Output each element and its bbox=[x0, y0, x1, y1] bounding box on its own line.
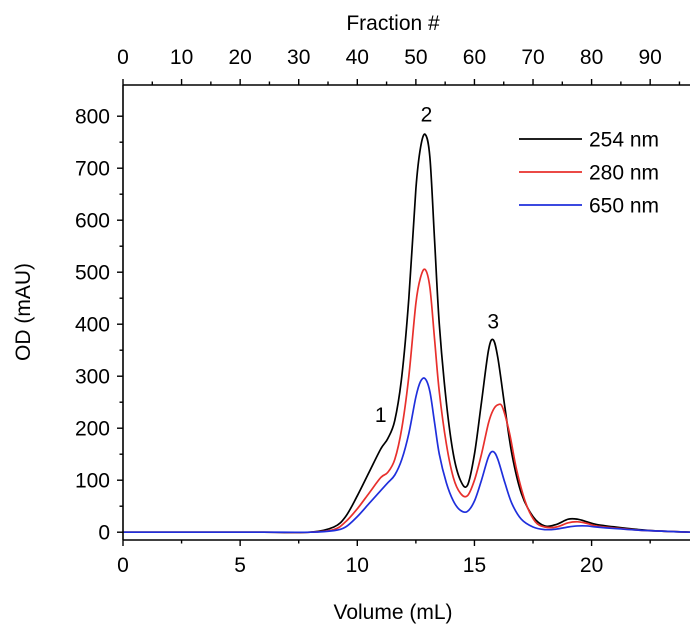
legend-label: 650 nm bbox=[589, 195, 659, 218]
x-tick-label: 5 bbox=[234, 554, 246, 577]
x-tick-label: 10 bbox=[346, 554, 369, 577]
x-tick-label: 0 bbox=[117, 554, 129, 577]
series-line-280-nm bbox=[123, 268, 691, 534]
legend-label: 280 nm bbox=[589, 162, 659, 185]
legend-label: 254 nm bbox=[589, 129, 659, 152]
top-tick-label: 90 bbox=[638, 46, 661, 69]
top-tick-label: 50 bbox=[404, 46, 427, 69]
x-tick-label: 20 bbox=[580, 554, 603, 577]
peak-label: 2 bbox=[421, 103, 433, 126]
peak-label: 3 bbox=[487, 310, 499, 333]
x-axis-title: Volume (mL) bbox=[333, 601, 452, 624]
y-tick-label: 800 bbox=[75, 106, 110, 129]
top-axis-title: Fraction # bbox=[346, 12, 440, 35]
y-axis-ticks: 0 100 200 300 400 500 600 700 800 bbox=[75, 106, 123, 545]
y-tick-label: 200 bbox=[75, 418, 110, 441]
top-tick-label: 70 bbox=[521, 46, 544, 69]
top-tick-label: 30 bbox=[287, 46, 310, 69]
top-tick-label: 0 bbox=[117, 46, 129, 69]
y-tick-label: 700 bbox=[75, 158, 110, 181]
peak-annotations: 1 2 3 bbox=[375, 103, 499, 427]
y-tick-label: 0 bbox=[98, 522, 110, 545]
series-line-650-nm bbox=[123, 377, 691, 534]
top-tick-label: 60 bbox=[463, 46, 486, 69]
legend: 254 nm 280 nm 650 nm bbox=[519, 129, 659, 218]
top-tick-label: 10 bbox=[170, 46, 193, 69]
top-tick-label: 20 bbox=[228, 46, 251, 69]
y-axis-title: OD (mAU) bbox=[12, 263, 35, 361]
y-tick-label: 100 bbox=[75, 470, 110, 493]
x-axis-ticks: 0 5 10 15 20 bbox=[117, 540, 651, 577]
y-tick-label: 400 bbox=[75, 314, 110, 337]
x-tick-label: 15 bbox=[463, 554, 486, 577]
series-line-254-nm bbox=[123, 133, 691, 534]
y-tick-label: 300 bbox=[75, 366, 110, 389]
top-axis-ticks: 0 10 20 30 40 50 60 70 80 90 bbox=[117, 46, 681, 85]
top-tick-label: 80 bbox=[580, 46, 603, 69]
peak-label: 1 bbox=[375, 404, 387, 427]
y-tick-label: 600 bbox=[75, 210, 110, 233]
series-layer bbox=[123, 133, 691, 534]
top-tick-label: 40 bbox=[346, 46, 369, 69]
y-tick-label: 500 bbox=[75, 262, 110, 285]
